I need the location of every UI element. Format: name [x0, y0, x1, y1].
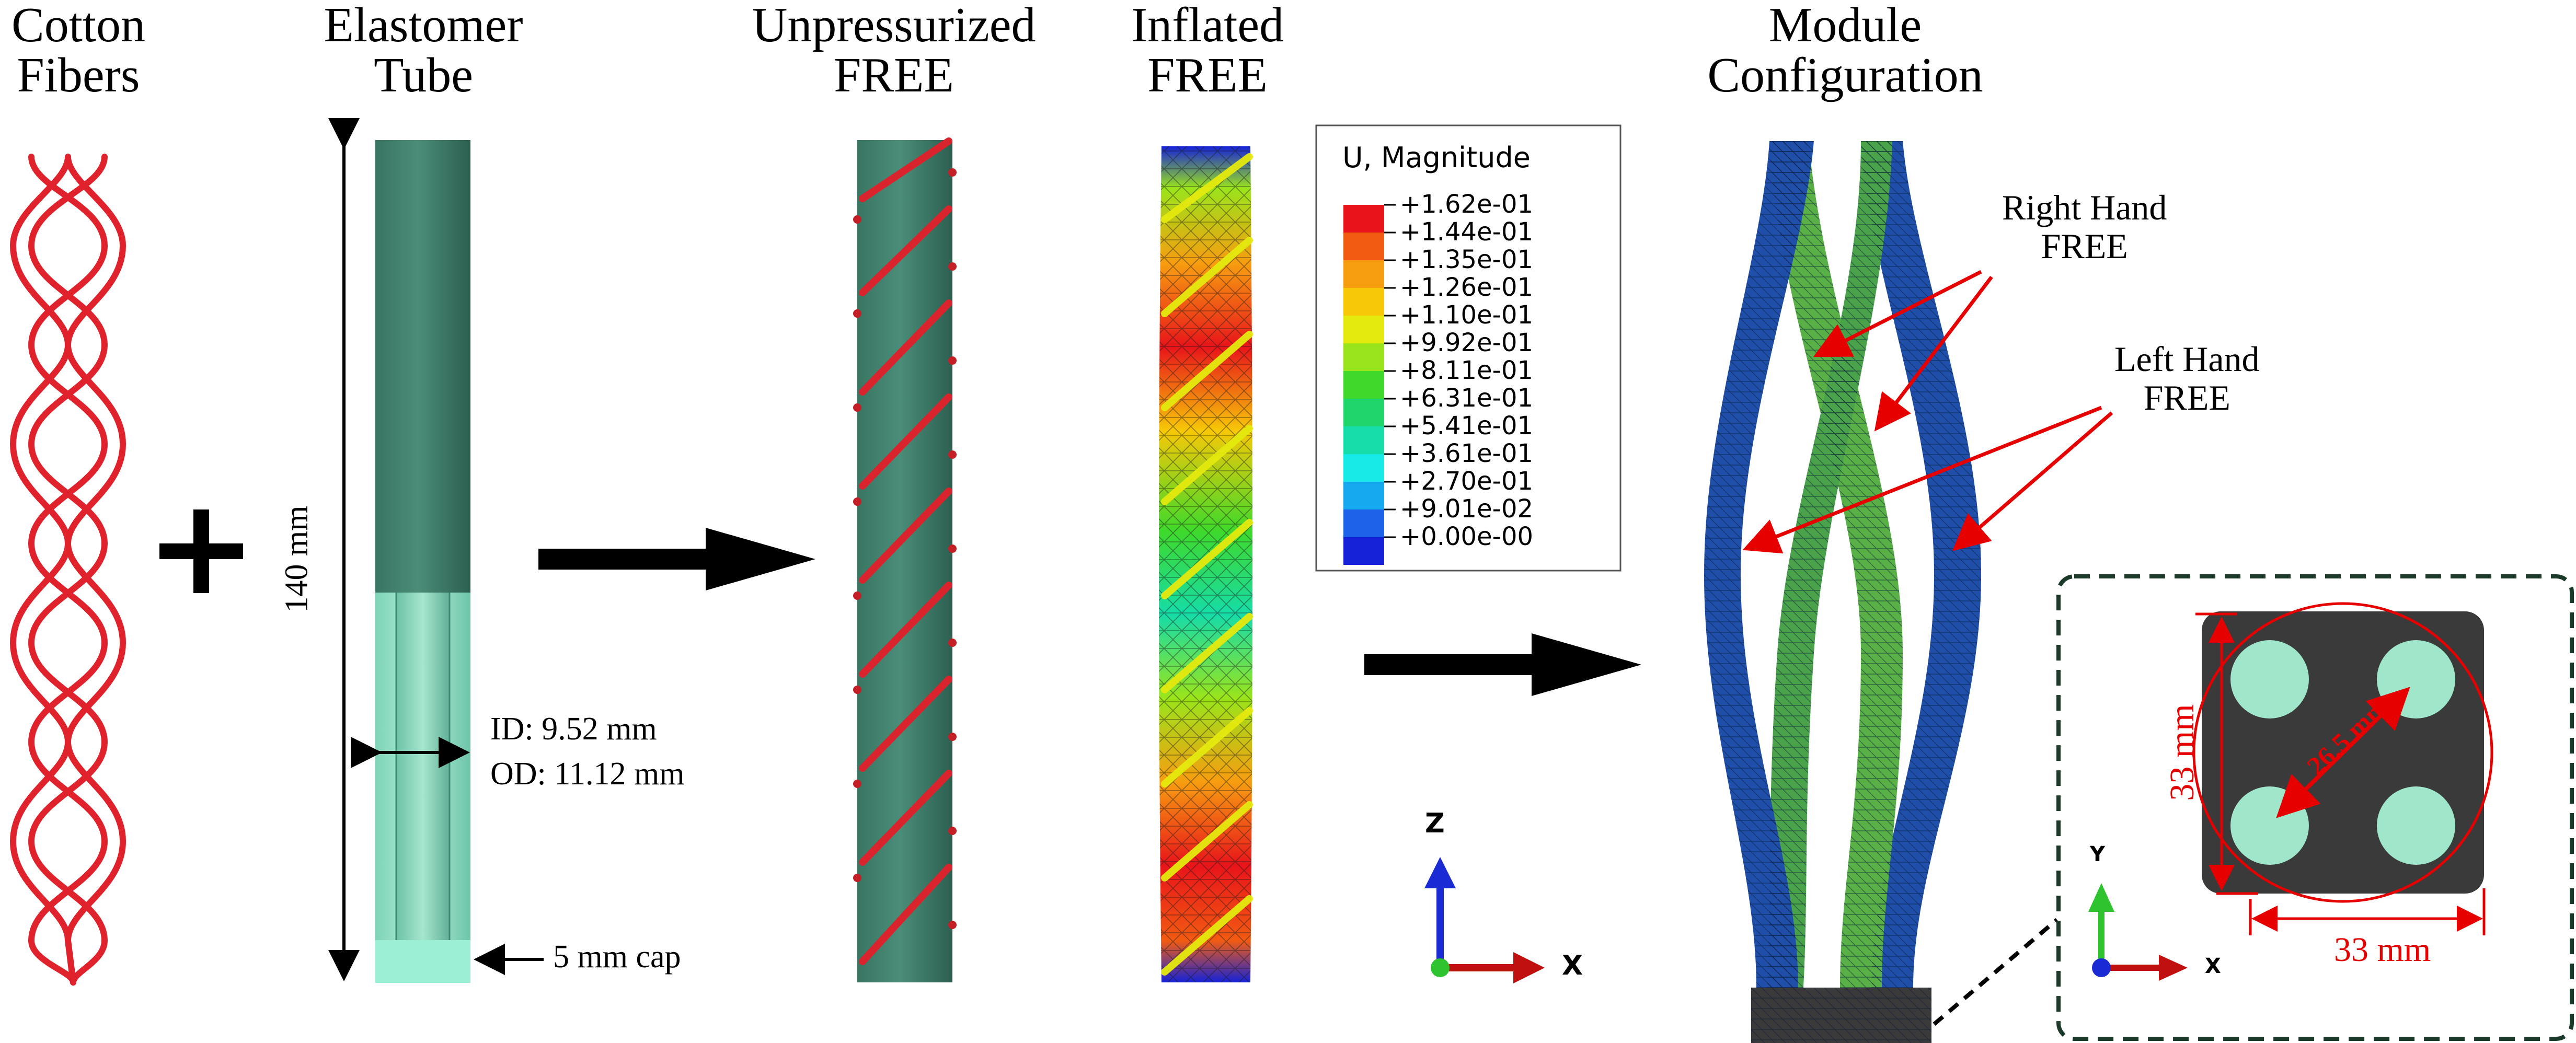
- left-hand-free-label: Left Hand FREE: [2114, 339, 2260, 418]
- unpressurized-free: [853, 137, 957, 982]
- legend-swatch: [1343, 260, 1384, 288]
- inset-width-label: 33 mm: [2334, 931, 2431, 969]
- cap-label: 5 mm cap: [553, 939, 681, 975]
- inflated-free: [1159, 146, 1253, 982]
- module-configuration-title: Module Configuration: [1707, 0, 1983, 102]
- x-axis-label: X: [1562, 950, 1583, 981]
- unpressurized-free-title: Unpressurized FREE: [752, 0, 1036, 102]
- module-configuration: [1704, 141, 1981, 1043]
- inflated-free-title: Inflated FREE: [1131, 0, 1284, 102]
- plus-icon: [159, 509, 243, 593]
- legend-swatch: [1343, 343, 1384, 371]
- legend-label: +1.62e-01: [1400, 190, 1534, 219]
- inset-dimension-lines: [2195, 612, 2486, 935]
- legend-swatch: [1343, 233, 1384, 260]
- legend-swatch: [1343, 537, 1384, 565]
- tube-length-label: 140 mm: [279, 505, 315, 613]
- legend-swatch: [1343, 399, 1384, 426]
- inset-y-axis-label: Y: [2090, 842, 2105, 866]
- axes-triad-zx: [1424, 857, 1545, 983]
- inset-height-label: 33 mm: [2163, 704, 2201, 801]
- process-arrow-2: [1364, 633, 1641, 696]
- legend-swatch: [1343, 288, 1384, 316]
- legend-swatch: [1343, 371, 1384, 399]
- cotton-fibers-title: Cotton Fibers: [12, 0, 145, 102]
- legend-swatch: [1343, 426, 1384, 454]
- legend-swatch: [1343, 205, 1384, 233]
- legend-label: +2.70e-01: [1400, 467, 1534, 496]
- legend-title: U, Magnitude: [1342, 141, 1531, 174]
- legend-swatches: [1343, 204, 1396, 565]
- tube-id-label: ID: 9.52 mm: [490, 711, 657, 747]
- cotton-fibers-braid: [9, 154, 126, 986]
- hand-pointer-arrows: [1742, 270, 2113, 554]
- legend-label: +9.01e-02: [1400, 494, 1534, 524]
- elastomer-tube: [375, 140, 470, 983]
- inset-cross-section: [2192, 602, 2493, 903]
- tube-od-label: OD: 11.12 mm: [490, 756, 685, 792]
- legend-label: +1.26e-01: [1400, 273, 1534, 302]
- elastomer-tube-title: Elastomer Tube: [324, 0, 523, 102]
- legend-label: +0.00e-00: [1400, 522, 1534, 551]
- legend-label: +5.41e-01: [1400, 411, 1534, 441]
- legend-label: +1.35e-01: [1400, 245, 1534, 274]
- legend-label: +8.11e-01: [1400, 356, 1534, 385]
- inset-leader-line: [1933, 918, 2058, 1026]
- legend-label: +9.92e-01: [1400, 328, 1534, 357]
- right-hand-free-label: Right Hand FREE: [2002, 188, 2167, 266]
- legend-swatch: [1343, 316, 1384, 343]
- legend-label: +1.10e-01: [1400, 300, 1534, 330]
- legend-label: +1.44e-01: [1400, 217, 1534, 247]
- legend-swatch: [1343, 509, 1384, 537]
- legend-label: +3.61e-01: [1400, 439, 1534, 468]
- axes-triad-yx: [2088, 883, 2188, 981]
- inset-x-axis-label: X: [2205, 954, 2221, 978]
- process-arrow-1: [538, 528, 815, 590]
- z-axis-label: Z: [1425, 808, 1445, 839]
- legend-label: +6.31e-01: [1400, 384, 1534, 413]
- legend-swatch: [1343, 454, 1384, 482]
- legend-swatch: [1343, 482, 1384, 509]
